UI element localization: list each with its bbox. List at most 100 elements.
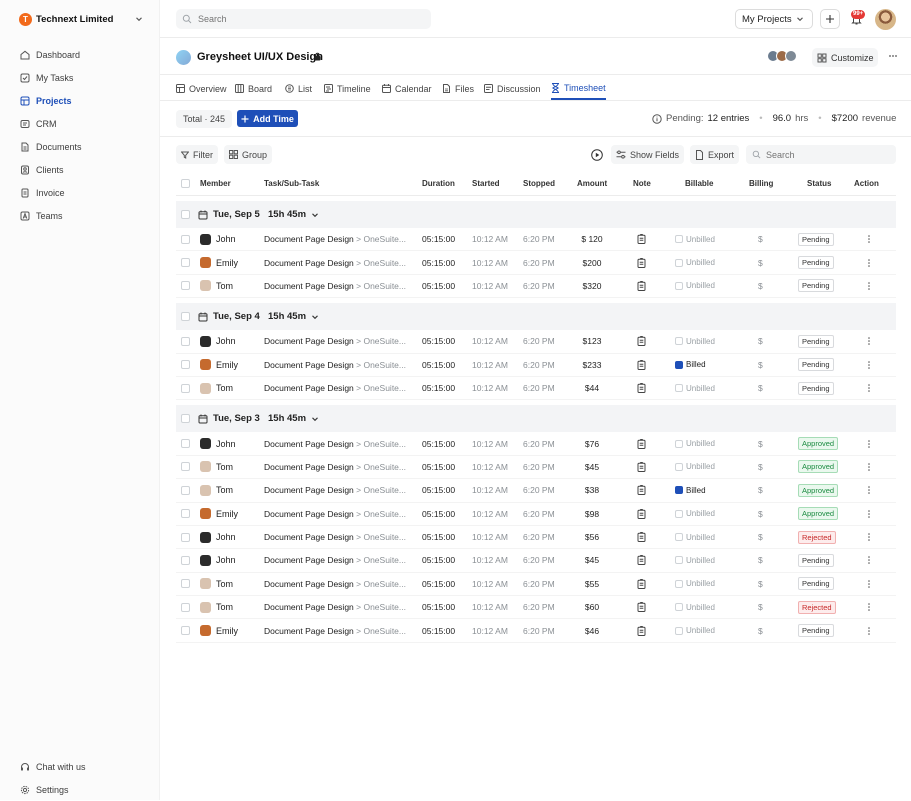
action-cell[interactable] xyxy=(865,432,873,454)
billable-checkbox[interactable] xyxy=(675,235,683,244)
sidebar-item-dashboard[interactable]: Dashboard xyxy=(20,43,82,66)
billable-cell[interactable]: Unbilled xyxy=(675,526,715,548)
billable-cell[interactable]: Unbilled xyxy=(675,503,715,525)
row-checkbox[interactable] xyxy=(181,509,190,519)
row-checkbox[interactable] xyxy=(181,579,190,589)
table-row[interactable]: Tom Document Page Design > OneSuite... 0… xyxy=(176,377,896,401)
billable-cell[interactable]: Unbilled xyxy=(675,619,715,641)
billable-checkbox[interactable] xyxy=(675,360,683,369)
row-checkbox[interactable] xyxy=(181,336,190,346)
table-row[interactable]: John Document Page Design > OneSuite... … xyxy=(176,432,896,456)
table-row[interactable]: John Document Page Design > OneSuite... … xyxy=(176,549,896,573)
group-total[interactable]: 15h 45m xyxy=(268,303,319,330)
sidebar-item-my-tasks[interactable]: My Tasks xyxy=(20,66,82,89)
date-group-header[interactable]: Tue, Sep 5 15h 45m xyxy=(176,201,896,228)
global-search-input[interactable] xyxy=(198,14,398,24)
tab-files[interactable]: Files xyxy=(442,77,474,100)
row-checkbox[interactable] xyxy=(181,626,190,636)
note-cell[interactable] xyxy=(637,330,646,352)
task-cell[interactable]: Document Page Design > OneSuite... xyxy=(264,251,414,273)
billable-checkbox[interactable] xyxy=(675,258,683,267)
org-switcher[interactable]: T Technext Limited xyxy=(19,12,143,26)
group-total[interactable]: 15h 45m xyxy=(268,201,319,228)
billable-checkbox[interactable] xyxy=(675,626,683,635)
col-task[interactable]: Task/Sub-Task xyxy=(264,179,320,188)
col-billable[interactable]: Billable xyxy=(685,179,714,188)
billable-cell[interactable]: Unbilled xyxy=(675,275,715,297)
task-cell[interactable]: Document Page Design > OneSuite... xyxy=(264,354,414,376)
project-select[interactable]: My Projects xyxy=(735,9,813,29)
task-cell[interactable]: Document Page Design > OneSuite... xyxy=(264,456,414,478)
sidebar-item-settings[interactable]: Settings xyxy=(20,778,86,801)
billable-cell[interactable]: Unbilled xyxy=(675,456,715,478)
action-cell[interactable] xyxy=(865,228,873,250)
customize-button[interactable]: Customize xyxy=(812,48,878,67)
table-row[interactable]: Emily Document Page Design > OneSuite...… xyxy=(176,619,896,643)
tab-timeline[interactable]: Timeline xyxy=(324,77,371,100)
action-cell[interactable] xyxy=(865,619,873,641)
group-checkbox[interactable] xyxy=(181,210,190,219)
table-row[interactable]: Emily Document Page Design > OneSuite...… xyxy=(176,354,896,377)
col-billing[interactable]: Billing xyxy=(749,179,774,188)
billable-cell[interactable]: Unbilled xyxy=(675,330,715,352)
group-total[interactable]: 15h 45m xyxy=(268,405,319,432)
global-search[interactable] xyxy=(176,9,431,29)
row-checkbox[interactable] xyxy=(181,462,190,472)
add-time-button[interactable]: Add Time xyxy=(237,110,298,127)
note-cell[interactable] xyxy=(637,456,646,478)
billable-checkbox[interactable] xyxy=(675,281,683,290)
date-group-header[interactable]: Tue, Sep 4 15h 45m xyxy=(176,303,896,331)
group-button[interactable]: Group xyxy=(224,145,273,164)
row-checkbox[interactable] xyxy=(181,281,190,291)
group-checkbox[interactable] xyxy=(181,312,190,322)
task-cell[interactable]: Document Page Design > OneSuite... xyxy=(264,549,414,571)
billable-cell[interactable]: Unbilled xyxy=(675,432,715,454)
table-row[interactable]: Emily Document Page Design > OneSuite...… xyxy=(176,503,896,526)
note-cell[interactable] xyxy=(637,432,646,454)
note-cell[interactable] xyxy=(637,619,646,641)
task-cell[interactable]: Document Page Design > OneSuite... xyxy=(264,619,414,641)
col-started[interactable]: Started xyxy=(472,179,500,188)
sidebar-item-chat[interactable]: Chat with us xyxy=(20,755,86,778)
billable-cell[interactable]: Unbilled xyxy=(675,596,715,618)
row-checkbox[interactable] xyxy=(181,360,190,370)
action-cell[interactable] xyxy=(865,573,873,595)
table-row[interactable]: Tom Document Page Design > OneSuite... 0… xyxy=(176,596,896,620)
tab-calendar[interactable]: Calendar xyxy=(382,77,432,100)
action-cell[interactable] xyxy=(865,503,873,525)
task-cell[interactable]: Document Page Design > OneSuite... xyxy=(264,228,414,250)
action-cell[interactable] xyxy=(865,549,873,571)
table-row[interactable]: Tom Document Page Design > OneSuite... 0… xyxy=(176,573,896,597)
task-cell[interactable]: Document Page Design > OneSuite... xyxy=(264,526,414,548)
action-cell[interactable] xyxy=(865,354,873,376)
note-cell[interactable] xyxy=(637,503,646,525)
user-avatar[interactable] xyxy=(875,9,896,30)
task-cell[interactable]: Document Page Design > OneSuite... xyxy=(264,432,414,454)
task-cell[interactable]: Document Page Design > OneSuite... xyxy=(264,377,414,399)
select-all-checkbox[interactable] xyxy=(181,179,190,188)
billable-cell[interactable]: Unbilled xyxy=(675,377,715,399)
billable-cell[interactable]: Unbilled xyxy=(675,573,715,595)
action-cell[interactable] xyxy=(865,479,873,501)
filter-button[interactable]: Filter xyxy=(176,145,218,164)
billable-checkbox[interactable] xyxy=(675,462,683,471)
col-duration[interactable]: Duration xyxy=(422,179,455,188)
row-checkbox[interactable] xyxy=(181,439,190,449)
date-group-header[interactable]: Tue, Sep 3 15h 45m xyxy=(176,405,896,433)
note-cell[interactable] xyxy=(637,573,646,595)
action-cell[interactable] xyxy=(865,275,873,297)
col-member[interactable]: Member xyxy=(200,179,231,188)
table-search[interactable] xyxy=(746,145,896,164)
col-amount[interactable]: Amount xyxy=(577,179,608,188)
note-cell[interactable] xyxy=(637,596,646,618)
table-row[interactable]: Tom Document Page Design > OneSuite... 0… xyxy=(176,456,896,480)
billable-checkbox[interactable] xyxy=(675,384,683,393)
note-cell[interactable] xyxy=(637,251,646,273)
task-cell[interactable]: Document Page Design > OneSuite... xyxy=(264,503,414,525)
billable-checkbox[interactable] xyxy=(675,533,683,542)
billable-checkbox[interactable] xyxy=(675,603,683,612)
action-cell[interactable] xyxy=(865,526,873,548)
row-checkbox[interactable] xyxy=(181,485,190,495)
billable-checkbox[interactable] xyxy=(675,556,683,565)
billable-checkbox[interactable] xyxy=(675,337,683,346)
